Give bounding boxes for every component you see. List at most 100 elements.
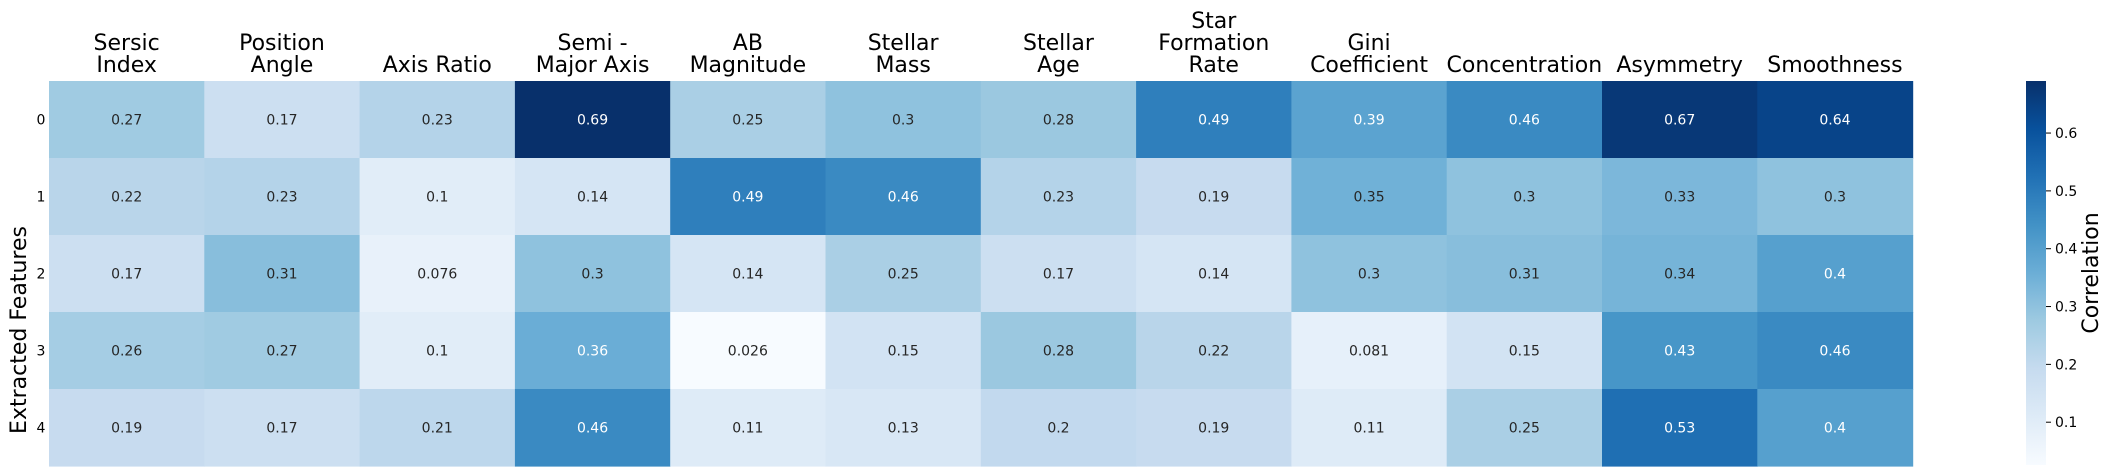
column-label: Stellar Age — [1023, 31, 1095, 78]
cell-value-label: 0.3 — [892, 113, 914, 129]
cell-value-label: 0.23 — [1043, 190, 1074, 206]
cell-value-label: 0.3 — [1358, 267, 1380, 283]
cell-value-label: 0.1 — [426, 344, 448, 360]
heatmap-cell — [1757, 158, 1914, 236]
cell-value-label: 0.026 — [728, 344, 768, 360]
cell-value-label: 0.15 — [1509, 344, 1540, 360]
heatmap-cell — [1291, 312, 1448, 390]
heatmap-cell — [670, 312, 827, 390]
heatmap-cell — [1446, 81, 1603, 159]
colorbar-title: Correlation — [2079, 212, 2104, 333]
cell-value-label: 0.3 — [1513, 190, 1535, 206]
heatmap-cell — [1446, 312, 1603, 390]
cell-value-label: 0.3 — [581, 267, 603, 283]
cell-value-label: 0.46 — [577, 421, 608, 437]
cell-value-label: 0.22 — [1198, 344, 1229, 360]
cell-value-label: 0.64 — [1819, 113, 1850, 129]
cell-value-label: 0.34 — [1664, 267, 1695, 283]
cell-value-label: 0.23 — [266, 190, 297, 206]
column-label: Star Formation Rate — [1158, 9, 1269, 78]
heatmap-cell — [514, 389, 671, 467]
cell-value-label: 0.081 — [1349, 344, 1389, 360]
heatmap-cell — [1136, 81, 1292, 159]
heatmap-cell — [1757, 389, 1914, 467]
heatmap-cell — [1291, 389, 1448, 467]
heatmap-cell — [49, 81, 205, 159]
cell-value-label: 0.19 — [1198, 190, 1229, 206]
heatmap-cell — [1446, 158, 1603, 236]
cell-value-label: 0.46 — [1509, 113, 1540, 129]
colorbar: 0.1 0.2 0.3 0.4 0.5 0.6 Correlation — [2026, 81, 2104, 465]
cell-value-label: 0.17 — [111, 267, 142, 283]
cell-value-label: 0.19 — [1198, 421, 1229, 437]
cell-value-label: 0.11 — [732, 421, 763, 437]
heatmap-cell — [204, 158, 361, 236]
heatmap-cell — [1136, 312, 1292, 390]
cell-value-label: 0.46 — [1819, 344, 1850, 360]
heatmap-cell — [514, 158, 671, 236]
heatmap-cell — [204, 312, 361, 390]
colorbar-gradient — [2026, 81, 2046, 465]
heatmap-cell — [825, 158, 982, 236]
heatmap-cell — [359, 235, 516, 313]
heatmap-cell — [1291, 158, 1448, 236]
heatmap-cell — [1757, 235, 1914, 313]
heatmap-cell — [49, 235, 205, 313]
column-label: Axis Ratio — [383, 53, 492, 78]
cell-value-label: 0.25 — [732, 113, 763, 129]
cell-value-label: 0.076 — [417, 267, 457, 283]
row-label: 0 — [37, 113, 46, 129]
colorbar-tick-label: 0.3 — [2055, 300, 2077, 316]
heatmap-cell — [514, 235, 671, 313]
heatmap-cell — [980, 235, 1137, 313]
cell-value-label: 0.35 — [1353, 190, 1384, 206]
heatmap-cell — [359, 81, 516, 159]
heatmap-cell — [1602, 81, 1758, 159]
cell-value-label: 0.17 — [266, 113, 297, 129]
heatmap-cell — [1291, 235, 1448, 313]
heatmap-cell — [204, 235, 361, 313]
heatmap-cell — [204, 389, 361, 467]
cell-value-label: 0.15 — [888, 344, 919, 360]
heatmap-cell — [1602, 312, 1758, 390]
colorbar-tick-label: 0.1 — [2055, 415, 2077, 431]
column-label: AB Magnitude — [690, 31, 807, 78]
cell-value-label: 0.19 — [111, 421, 142, 437]
cell-value-label: 0.17 — [266, 421, 297, 437]
cell-value-label: 0.49 — [732, 190, 763, 206]
cell-value-label: 0.1 — [426, 190, 448, 206]
cell-value-label: 0.14 — [577, 190, 608, 206]
heatmap-cell — [1602, 158, 1758, 236]
cell-value-label: 0.43 — [1664, 344, 1695, 360]
heatmap-cell — [670, 235, 827, 313]
heatmap-cell — [1291, 81, 1448, 159]
cell-value-label: 0.31 — [266, 267, 297, 283]
heatmap-cell — [1136, 158, 1292, 236]
heatmap-cell — [1446, 389, 1603, 467]
row-label: 3 — [37, 344, 46, 360]
row-label: 1 — [37, 190, 46, 206]
heatmap-cell — [825, 312, 982, 390]
heatmap-cell — [980, 158, 1137, 236]
cell-value-label: 0.26 — [111, 344, 142, 360]
heatmap-cell — [49, 389, 205, 467]
cell-value-label: 0.21 — [422, 421, 453, 437]
heatmap-cell — [1136, 389, 1292, 467]
cell-value-label: 0.27 — [266, 344, 297, 360]
heatmap-cell — [1602, 235, 1758, 313]
colorbar-tick-label: 0.2 — [2055, 357, 2077, 373]
heatmap-cell — [1602, 389, 1758, 467]
cell-value-label: 0.33 — [1664, 190, 1695, 206]
cell-value-label: 0.39 — [1353, 113, 1384, 129]
cell-value-label: 0.69 — [577, 113, 608, 129]
heatmap-cell — [49, 312, 205, 390]
cell-value-label: 0.49 — [1198, 113, 1229, 129]
heatmap-cell — [514, 81, 671, 159]
y-axis-title: Extracted Features — [7, 226, 32, 434]
colorbar-tick-label: 0.4 — [2055, 242, 2077, 258]
cell-value-label: 0.2 — [1047, 421, 1069, 437]
heatmap-cell — [359, 389, 516, 467]
heatmap-cell — [825, 389, 982, 467]
heatmap-cell — [980, 81, 1137, 159]
